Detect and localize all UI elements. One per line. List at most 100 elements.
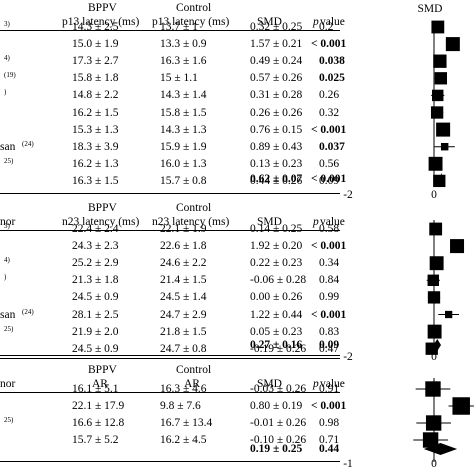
control-value: 13.3 ± 0.9 bbox=[160, 38, 207, 51]
control-value: 21.4 ± 1.5 bbox=[160, 274, 207, 287]
study-box bbox=[429, 222, 443, 236]
control-value: 24.6 ± 2.2 bbox=[160, 257, 207, 270]
study-box bbox=[433, 174, 446, 188]
panel-0-bppv-measure-header: p13 latency (ms) bbox=[62, 16, 140, 28]
study-reference: (24) bbox=[22, 307, 34, 316]
control-value: 24.5 ± 1.4 bbox=[160, 291, 207, 304]
p-value: 0.09 bbox=[319, 174, 340, 187]
panel-0-p-header-italic: p bbox=[313, 16, 319, 28]
control-value: 16.3 ± 4.6 bbox=[160, 383, 207, 395]
study-author: san bbox=[0, 308, 16, 321]
smd-value: 0.89 ± 0.43 bbox=[250, 140, 303, 153]
panel-1-control-measure-header: n23 latency (ms) bbox=[152, 216, 230, 228]
panel-2-bottom-rule bbox=[0, 461, 340, 462]
panel-1-author-header: nor bbox=[0, 216, 16, 228]
pooled-diamond bbox=[439, 173, 444, 185]
bppv-value: 16.3 ± 1.5 bbox=[72, 174, 119, 187]
axis-min-label: -1 bbox=[343, 458, 353, 470]
plot-title: SMD bbox=[418, 3, 443, 15]
pooled-diamond bbox=[433, 339, 442, 351]
bppv-value: 15.7 ± 5.2 bbox=[72, 434, 119, 446]
control-value: 15 ± 1.1 bbox=[160, 72, 198, 85]
study-box bbox=[434, 72, 447, 85]
study-reference: 25) bbox=[4, 416, 14, 424]
control-value: 15.7 ± 0.8 bbox=[160, 174, 207, 187]
smd-value: 1.22 ± 0.44 bbox=[250, 308, 303, 321]
panel-0-bppv-header: BPPV bbox=[88, 2, 117, 14]
p-value: 0.34 bbox=[319, 257, 340, 270]
study-box bbox=[427, 324, 442, 339]
p-value: < 0.001 bbox=[311, 240, 347, 253]
panel-1-bppv-header: BPPV bbox=[88, 202, 117, 214]
p-value: 0.025 bbox=[319, 72, 345, 85]
p-value: 0.91 bbox=[319, 383, 340, 395]
axis-min-label: -2 bbox=[343, 189, 353, 201]
control-value: 16.0 ± 1.3 bbox=[160, 157, 207, 170]
smd-value: 0.76 ± 0.15 bbox=[250, 123, 303, 136]
panel-0-smd-header: SMD bbox=[257, 16, 282, 28]
panel-2-bppv-measure-header: AR bbox=[92, 378, 108, 390]
panel-1-smd-header: SMD bbox=[257, 216, 282, 228]
smd-value: 0.31 ± 0.28 bbox=[250, 89, 303, 102]
bppv-value: 24.5 ± 0.9 bbox=[72, 342, 119, 355]
study-box bbox=[433, 54, 447, 68]
pooled-diamond bbox=[423, 443, 458, 455]
control-value: 13.7 ± 1 bbox=[160, 21, 198, 33]
p-value: 0.47 bbox=[319, 342, 340, 355]
p-value: 0.2 bbox=[319, 21, 334, 33]
bppv-value: 24.3 ± 2.3 bbox=[72, 240, 119, 253]
bppv-value: 16.2 ± 1.5 bbox=[72, 106, 119, 119]
control-value: 15.9 ± 1.9 bbox=[160, 140, 207, 153]
bppv-value: 25.2 ± 2.9 bbox=[72, 257, 119, 270]
smd-value: 0.49 ± 0.24 bbox=[250, 55, 303, 68]
smd-value: 0.22 ± 0.23 bbox=[250, 257, 303, 270]
panel-2-header-rule bbox=[0, 392, 340, 393]
bppv-value: 22.4 ± 2.4 bbox=[72, 223, 119, 235]
smd-value: -0.06 ± 0.28 bbox=[250, 274, 307, 287]
pooled-p-value: 0.09 bbox=[319, 339, 340, 351]
bppv-value: 15.0 ± 1.9 bbox=[72, 38, 119, 51]
bppv-value: 21.9 ± 2.0 bbox=[72, 325, 119, 338]
panel-2-control-measure-header: AR bbox=[184, 378, 200, 390]
panel-1-p-header-rest: value bbox=[320, 216, 345, 228]
bppv-value: 24.5 ± 0.9 bbox=[72, 291, 119, 304]
smd-value: 1.57 ± 0.21 bbox=[250, 38, 303, 51]
control-value: 16.7 ± 13.4 bbox=[160, 417, 213, 429]
bppv-value: 15.8 ± 1.8 bbox=[72, 72, 119, 85]
study-box bbox=[431, 20, 445, 34]
control-value: 16.3 ± 1.6 bbox=[160, 55, 207, 68]
panel-2-p-header-italic: p bbox=[313, 378, 319, 390]
study-box bbox=[445, 37, 460, 52]
pooled-p-value: < 0.001 bbox=[311, 173, 347, 185]
pooled-smd-value: 0.27 ± 0.16 bbox=[250, 339, 303, 351]
smd-value: 0.57 ± 0.26 bbox=[250, 72, 303, 85]
axis-zero-label: 0 bbox=[431, 351, 437, 363]
smd-value: 0.26 ± 0.26 bbox=[250, 106, 303, 119]
p-value: < 0.001 bbox=[311, 400, 347, 412]
smd-value: 0.32 ± 0.25 bbox=[250, 21, 303, 33]
panel-1-bppv-measure-header: n23 latency (ms) bbox=[62, 216, 140, 228]
study-author: san bbox=[0, 140, 16, 153]
smd-value: 0.14 ± 0.25 bbox=[250, 223, 303, 235]
study-box bbox=[436, 122, 451, 137]
control-value: 15.8 ± 1.5 bbox=[160, 106, 207, 119]
control-value: 14.3 ± 1.4 bbox=[160, 89, 207, 102]
p-value: 0.58 bbox=[319, 223, 340, 235]
p-value: < 0.001 bbox=[311, 123, 347, 136]
study-box bbox=[450, 239, 465, 254]
bppv-value: 17.3 ± 2.7 bbox=[72, 55, 119, 68]
panel-0-p-header-rest: value bbox=[320, 16, 345, 28]
panel-1-header-rule bbox=[0, 230, 340, 231]
study-reference: 3) bbox=[4, 20, 10, 28]
panel-0-header-rule bbox=[0, 30, 340, 31]
control-value: 16.2 ± 4.5 bbox=[160, 434, 207, 446]
p-value: < 0.001 bbox=[311, 308, 347, 321]
p-value: 0.71 bbox=[319, 434, 340, 446]
p-value: 0.84 bbox=[319, 274, 340, 287]
study-reference: ) bbox=[4, 273, 7, 282]
smd-value: 0.00 ± 0.26 bbox=[250, 291, 303, 304]
smd-value: -0.01 ± 0.26 bbox=[250, 417, 307, 429]
pooled-p-value: 0.44 bbox=[319, 443, 340, 455]
p-value: 0.038 bbox=[319, 55, 345, 68]
